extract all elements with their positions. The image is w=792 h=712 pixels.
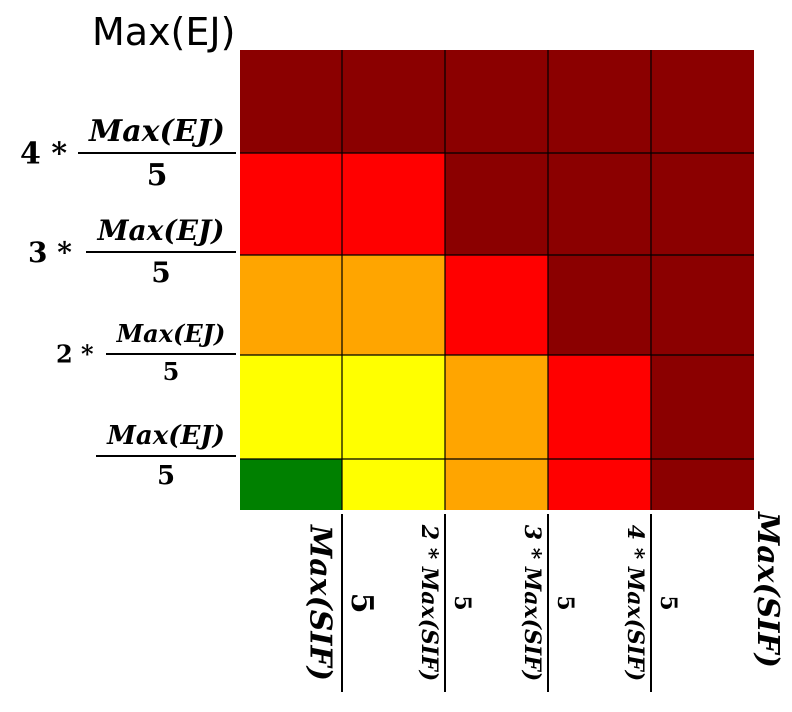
x-tick-denominator: 5 <box>449 595 475 610</box>
heatmap-cell-r3-c0 <box>240 355 342 459</box>
y-tick-numerator: Max(EJ) <box>88 114 225 149</box>
x-tick-numerator: 2 * Max(SIF) <box>416 524 442 681</box>
heatmap-cell-r0-c3 <box>548 50 651 153</box>
heatmap-cell-r2-c1 <box>342 255 445 355</box>
y-tick-label-3: Max(EJ) 5 2 * <box>56 319 236 386</box>
heatmap-cell-r3-c3 <box>548 355 651 459</box>
heatmap-cell-r4-c3 <box>548 459 651 510</box>
heatmap-cell-r2-c0 <box>240 255 342 355</box>
x-tick-denominator: 5 <box>552 595 578 610</box>
heatmap-cell-r2-c3 <box>548 255 651 355</box>
heatmap-cell-r4-c4 <box>651 459 754 510</box>
x-tick-label-4: 4 * Max(SIF) 5 <box>622 514 681 692</box>
heatmap-cell-r3-c4 <box>651 355 754 459</box>
heatmap-cell-r1-c4 <box>651 153 754 255</box>
heatmap-cell-r0-c1 <box>342 50 445 153</box>
heatmap-cell-r2-c4 <box>651 255 754 355</box>
y-tick-coefficient: 4 * <box>20 137 67 172</box>
y-axis-title: Max(EJ) <box>92 10 235 54</box>
y-tick-denominator: 5 <box>151 256 170 289</box>
heatmap-cell-r4-c0 <box>240 459 342 510</box>
heatmap-cell-r4-c1 <box>342 459 445 510</box>
x-axis-title: Max(SIF) <box>750 511 785 668</box>
x-tick-numerator: Max(SIF) <box>303 524 338 681</box>
x-tick-label-2: 2 * Max(SIF) 5 <box>416 514 475 692</box>
y-tick-numerator: Max(EJ) <box>116 319 226 348</box>
y-tick-numerator: Max(EJ) <box>106 421 225 451</box>
heatmap-cell-r0-c0 <box>240 50 342 153</box>
heatmap-cell-r0-c4 <box>651 50 754 153</box>
y-tick-label-1: Max(EJ) 5 4 * <box>20 114 236 193</box>
y-tick-numerator: Max(EJ) <box>97 214 225 247</box>
heatmap-cell-r4-c2 <box>445 459 548 510</box>
y-tick-label-2: Max(EJ) 5 3 * <box>28 214 236 289</box>
heatmap-cell-r3-c1 <box>342 355 445 459</box>
x-tick-numerator: 4 * Max(SIF) <box>622 525 648 681</box>
x-tick-label-3: 3 * Max(SIF) 5 <box>519 514 578 692</box>
heatmap-cell-r2-c2 <box>445 255 548 355</box>
heatmap-grid <box>240 50 754 510</box>
x-tick-numerator: 3 * Max(SIF) <box>519 525 545 681</box>
y-tick-labels: Max(EJ)54 *Max(EJ)53 *Max(EJ)52 *Max(EJ)… <box>20 114 236 491</box>
y-tick-label-4: Max(EJ) 5 <box>96 421 236 491</box>
y-tick-coefficient: 2 * <box>56 339 94 368</box>
heatmap-cell-r1-c2 <box>445 153 548 255</box>
x-tick-denominator: 5 <box>655 595 681 610</box>
y-tick-denominator: 5 <box>163 357 180 386</box>
heatmap-cell-r1-c0 <box>240 153 342 255</box>
x-tick-label-1: Max(SIF) 5 <box>303 514 379 692</box>
x-tick-labels: Max(SIF) 5 2 * Max(SIF) 5 3 * Max(SIF) 5 4 * M… <box>303 514 681 692</box>
x-tick-denominator: 5 <box>344 593 379 614</box>
y-tick-coefficient: 3 * <box>28 236 72 269</box>
heatmap-cell-r1-c3 <box>548 153 651 255</box>
heatmap-cell-r3-c2 <box>445 355 548 459</box>
heatmap-cell-r1-c1 <box>342 153 445 255</box>
y-tick-denominator: 5 <box>147 158 168 193</box>
heatmap-cell-r0-c2 <box>445 50 548 153</box>
y-tick-denominator: 5 <box>157 461 175 491</box>
heatmap-cells <box>240 50 754 510</box>
